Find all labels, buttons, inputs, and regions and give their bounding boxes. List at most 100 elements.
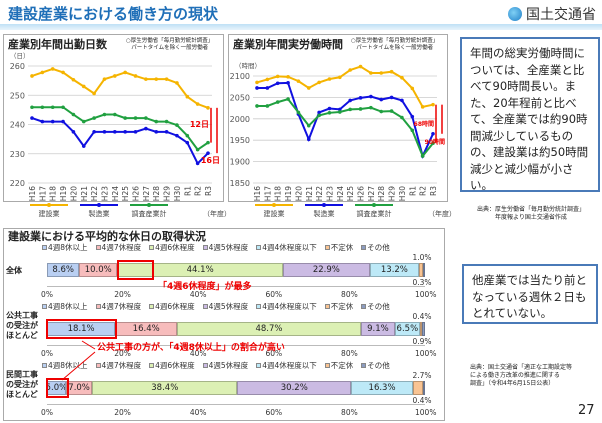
data-point xyxy=(306,123,311,128)
legend-marker xyxy=(322,203,326,207)
data-point xyxy=(185,133,190,138)
x-tick-label: H21 xyxy=(305,186,314,201)
small-segment-label: 0.3% xyxy=(412,278,432,287)
legend-swatch xyxy=(42,304,47,309)
data-point xyxy=(348,68,352,72)
data-point xyxy=(71,112,76,117)
arrow-to-public xyxy=(81,340,96,350)
data-point xyxy=(61,119,65,124)
data-point xyxy=(431,131,435,136)
small-segment-label: 1.0% xyxy=(412,253,432,262)
legend-swatch xyxy=(202,245,208,250)
chart-title: 産業別年間実労働時間 xyxy=(233,38,343,51)
y-tick-label: 1950 xyxy=(230,136,250,145)
data-point xyxy=(175,133,179,138)
x-axis-line xyxy=(47,286,425,287)
x-tick-label: H26 xyxy=(357,186,366,201)
data-point xyxy=(389,69,394,74)
legend-swatch xyxy=(149,363,155,368)
data-point xyxy=(327,77,332,81)
x-axis-line xyxy=(47,404,425,405)
y-tick-label: 2050 xyxy=(230,93,250,102)
data-point xyxy=(71,130,76,134)
data-point xyxy=(327,111,332,115)
data-point xyxy=(265,104,270,108)
legend-swatch xyxy=(42,363,47,368)
x-tick-label: H16 xyxy=(253,186,262,201)
legend-swatch xyxy=(95,363,101,368)
x-tick-label: H30 xyxy=(173,186,182,201)
data-point xyxy=(81,84,86,89)
data-point xyxy=(144,126,148,131)
data-point xyxy=(40,70,45,75)
data-point xyxy=(154,130,159,134)
data-point xyxy=(50,67,55,71)
legend-item: 4週6休程度 xyxy=(149,302,195,311)
difference-label: 16日 xyxy=(201,156,220,165)
x-axis-line xyxy=(47,345,425,346)
data-point xyxy=(123,70,127,75)
legend-item: 4週6休程度 xyxy=(149,361,195,370)
bar-segment xyxy=(419,322,422,336)
data-point xyxy=(50,105,55,110)
data-point xyxy=(185,140,190,145)
x-tick-label: 0% xyxy=(41,349,53,358)
legend-item: 4週5休程度 xyxy=(202,361,248,370)
data-point xyxy=(113,112,117,117)
data-point xyxy=(255,80,259,85)
data-point xyxy=(61,70,65,75)
data-point xyxy=(30,74,34,78)
stacked-bar-row-public: 18.1% 16.4% 48.7% 9.1% 6.5% xyxy=(47,322,425,336)
bar-segment: 9.1% xyxy=(360,322,396,336)
legend-swatch xyxy=(256,363,262,368)
data-point xyxy=(195,102,200,106)
data-point xyxy=(369,94,373,99)
data-point xyxy=(410,86,415,91)
x-tick-label: 80% xyxy=(341,290,358,299)
small-segment-label: 0.4% xyxy=(412,396,432,405)
data-point xyxy=(389,95,394,100)
highlight-box xyxy=(46,319,118,339)
workdays-chart-panel: 産業別年間出勤日数 ○厚生労働省「毎月勤労統計調査」 パートタイムを除く一般労働… xyxy=(3,34,224,202)
data-point xyxy=(50,119,55,124)
data-point xyxy=(338,75,342,80)
data-point xyxy=(400,115,404,120)
x-tick-label: H20 xyxy=(69,186,78,201)
bar-segment: 10.0% xyxy=(79,263,118,277)
data-point xyxy=(338,110,342,114)
x-tick-label: 80% xyxy=(341,349,358,358)
data-point xyxy=(175,81,179,85)
data-point xyxy=(144,77,148,81)
data-point xyxy=(431,141,435,145)
source-note: 出典：国土交通省「適正な工期設定等 による働き方改革の推進に関する 調査」（令和… xyxy=(470,364,573,387)
data-point xyxy=(102,77,107,81)
x-tick-label: H23 xyxy=(100,186,109,201)
series-line-0 xyxy=(31,67,209,109)
data-point xyxy=(113,74,117,78)
y-axis-label: （日） xyxy=(10,52,30,60)
y-tick-label: 260 xyxy=(10,62,25,71)
data-point xyxy=(61,105,65,110)
legend-item: 4週4休程度以下 xyxy=(256,243,317,252)
legend-swatch xyxy=(324,304,330,309)
page-title: 建設産業における働き方の現状 xyxy=(8,5,219,23)
data-point xyxy=(358,64,363,69)
bar-segment: 22.9% xyxy=(283,263,370,277)
data-point xyxy=(102,112,107,117)
legend-swatch xyxy=(202,304,208,309)
x-tick-label: H22 xyxy=(90,186,99,201)
y-tick-label: 1900 xyxy=(230,158,250,167)
data-point xyxy=(92,130,96,134)
x-tick-label: 60% xyxy=(265,290,283,299)
data-point xyxy=(420,154,425,158)
legend-item: その他 xyxy=(361,243,390,252)
data-point xyxy=(30,116,34,120)
data-point xyxy=(113,130,117,134)
x-tick-label: 60% xyxy=(265,349,283,358)
x-tick-label: R2 xyxy=(419,186,428,196)
bar-segment xyxy=(419,263,424,277)
bar-segment: 16.3% xyxy=(351,381,413,395)
legend-item: 4週8休以上 xyxy=(42,302,88,311)
row-label: 公共工事の受注がほとんど xyxy=(6,311,38,340)
x-tick-label: H27 xyxy=(142,186,151,201)
